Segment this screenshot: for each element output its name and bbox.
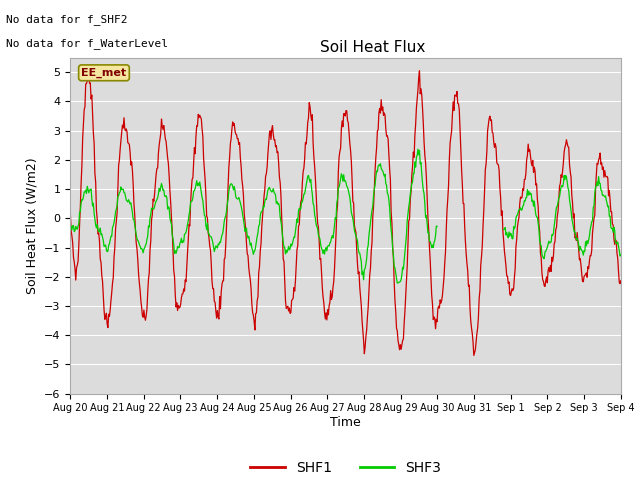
X-axis label: Time: Time — [330, 416, 361, 429]
Text: No data for f_WaterLevel: No data for f_WaterLevel — [6, 38, 168, 49]
SHF3 — [67, 227, 74, 233]
Y-axis label: Soil Heat Flux (W/m2): Soil Heat Flux (W/m2) — [26, 157, 38, 294]
SHF3 — [617, 252, 625, 258]
SHF1 — [190, 160, 198, 166]
SHF1 — [219, 278, 227, 284]
SHF3 — [133, 236, 141, 242]
SHF3 — [77, 208, 84, 214]
Line: SHF1: SHF1 — [70, 67, 621, 356]
SHF1 — [84, 64, 92, 70]
Title: Soil Heat Flux: Soil Heat Flux — [321, 40, 426, 55]
SHF1 — [67, 212, 74, 218]
SHF1 — [429, 317, 437, 323]
SHF1 — [413, 96, 421, 102]
SHF1 — [470, 353, 477, 359]
SHF3 — [189, 195, 196, 201]
SHF1 — [617, 278, 625, 284]
Text: No data for f_SHF2: No data for f_SHF2 — [6, 14, 128, 25]
SHF1 — [134, 256, 141, 262]
Line: SHF3: SHF3 — [70, 149, 621, 283]
Text: EE_met: EE_met — [81, 68, 127, 78]
SHF1 — [77, 204, 84, 209]
SHF3 — [218, 232, 226, 238]
Legend: SHF1, SHF3: SHF1, SHF3 — [244, 456, 447, 480]
SHF3 — [429, 242, 436, 248]
SHF3 — [413, 154, 420, 160]
